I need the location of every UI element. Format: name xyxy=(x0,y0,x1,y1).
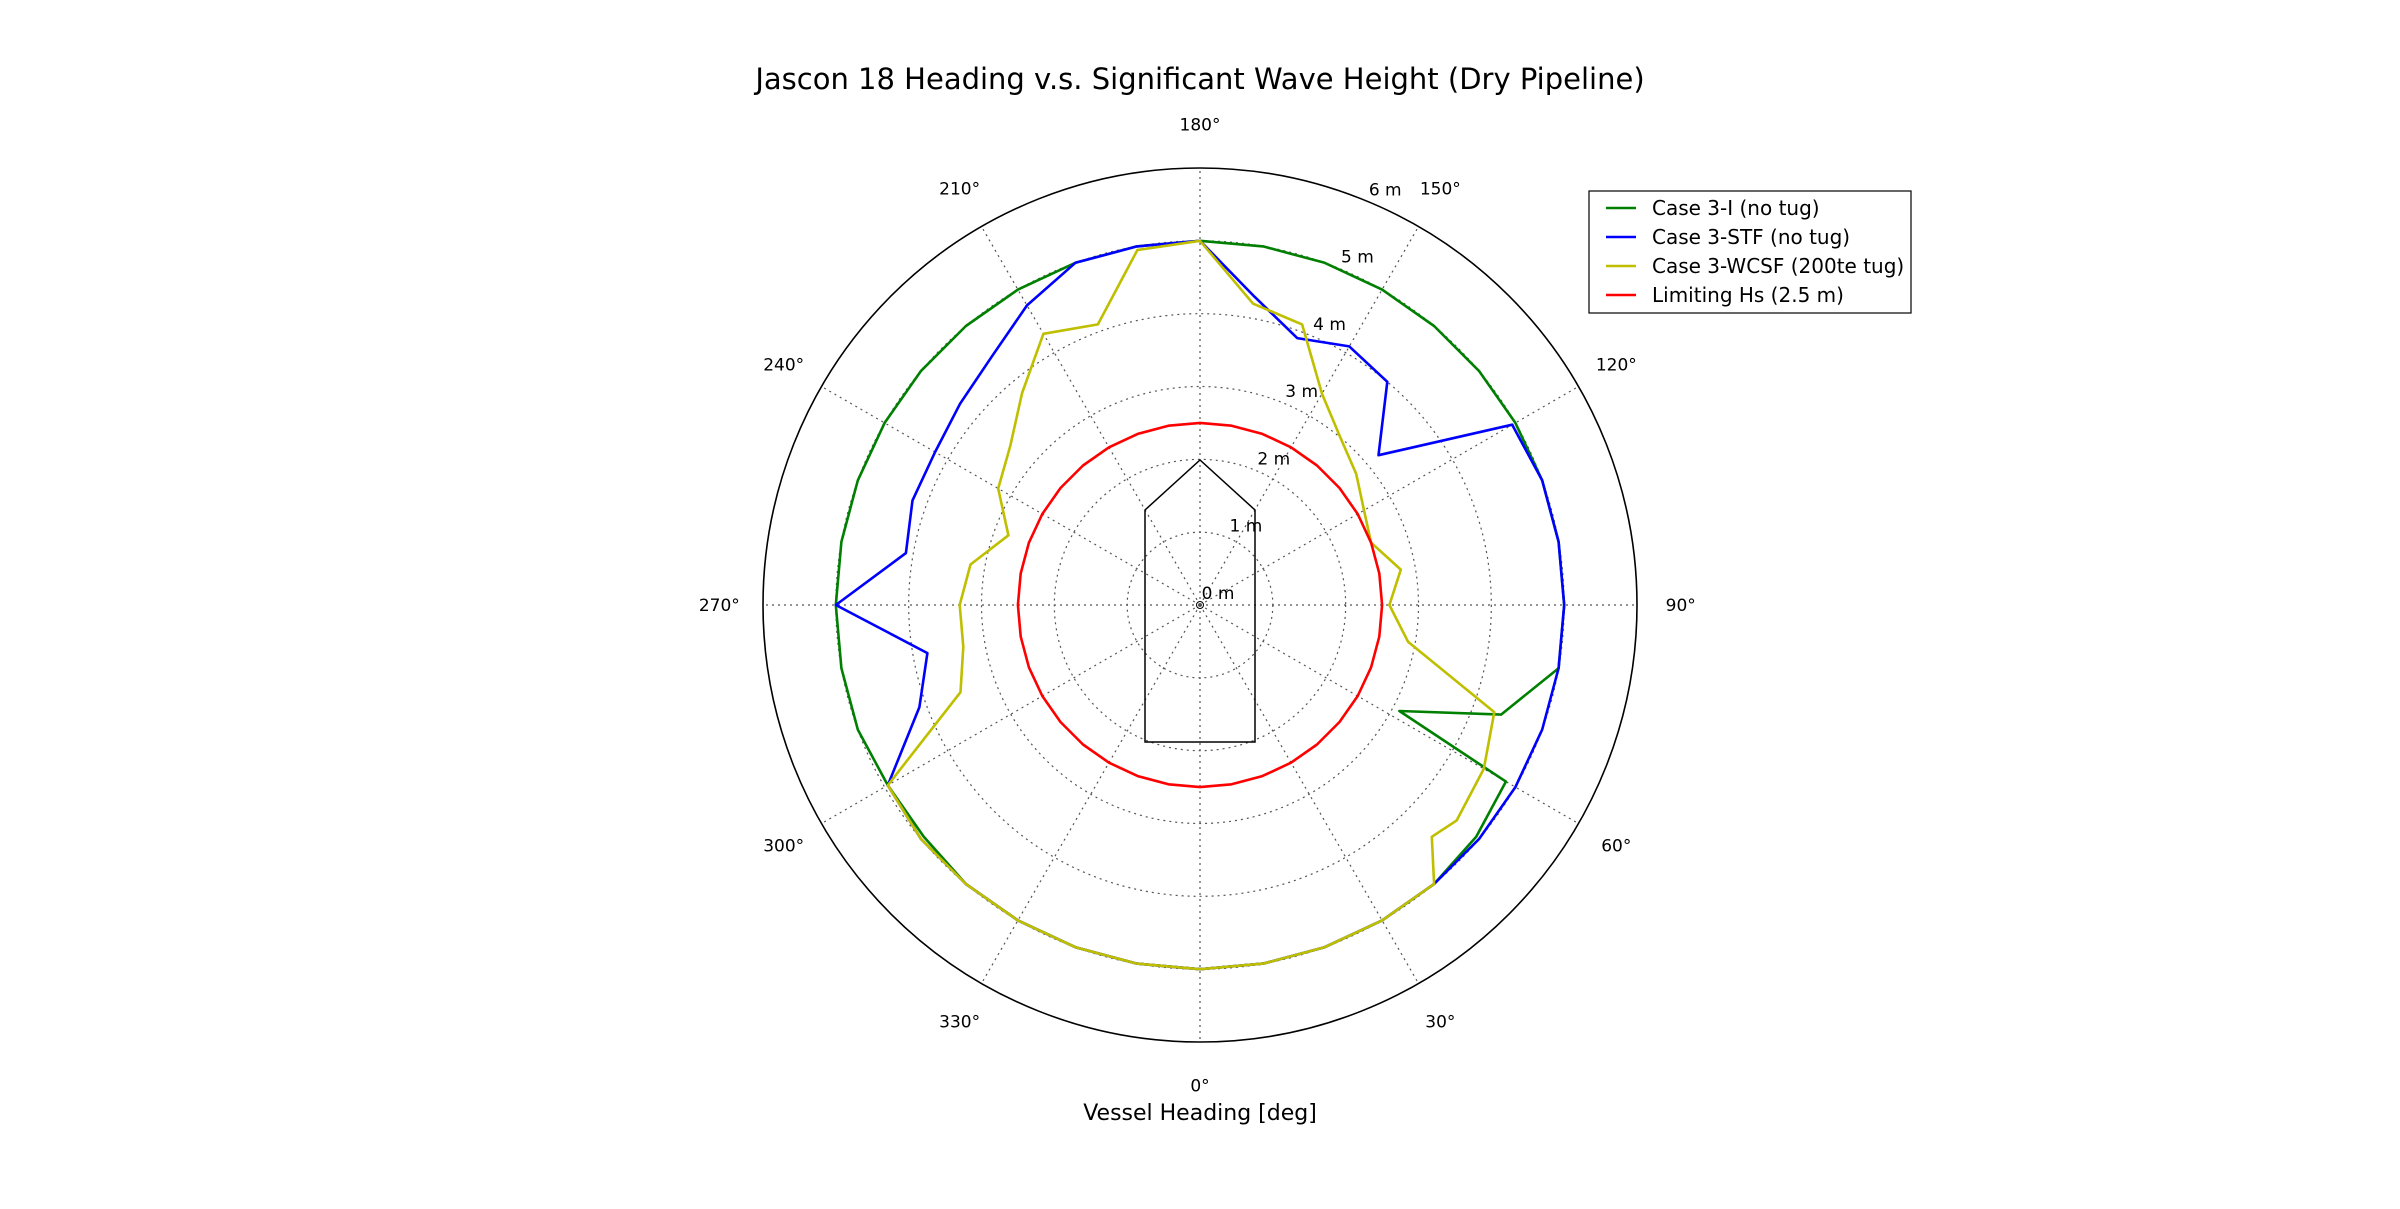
chart-title: Jascon 18 Heading v.s. Significant Wave … xyxy=(753,62,1644,96)
legend-frame xyxy=(1588,190,1912,314)
angle-tick-label-7: 210° xyxy=(939,180,980,200)
series-line-2 xyxy=(886,239,1496,971)
radial-tick-label-1: 1 m xyxy=(1229,517,1262,537)
legend-label-0: Case 3-I (no tug) xyxy=(1652,196,1820,220)
angle-tick-label-9: 270° xyxy=(699,596,740,616)
angular-gridline-4 xyxy=(1199,385,1579,606)
legend-label-3: Limiting Hs (2.5 m) xyxy=(1652,283,1844,307)
radial-tick-label-2: 2 m xyxy=(1257,449,1290,469)
angle-tick-label-8: 240° xyxy=(763,356,804,376)
radial-gridline-4 xyxy=(908,313,1492,897)
angular-gridline-10 xyxy=(821,604,1201,825)
legend-label-1: Case 3-STF (no tug) xyxy=(1652,225,1850,249)
angular-gridline-11 xyxy=(980,604,1201,984)
radial-tick-label-6: 6 m xyxy=(1369,180,1402,200)
radial-tick-label-5: 5 m xyxy=(1341,248,1374,268)
angle-tick-label-5: 150° xyxy=(1420,180,1461,200)
angular-gridline-8 xyxy=(821,385,1201,606)
radial-gridline-3 xyxy=(980,385,1420,825)
series-lines xyxy=(834,239,1566,971)
angle-tick-label-4: 120° xyxy=(1596,356,1637,376)
angle-tick-label-3: 90° xyxy=(1666,596,1696,616)
radial-tick-label-0: 0 m xyxy=(1202,584,1235,604)
angle-tick-labels: 0° 30° 60° 90° 120° 150° 180° 210° 240° 270° 300° 3… xyxy=(699,115,1696,1096)
angle-tick-label-2: 60° xyxy=(1601,836,1631,856)
angle-tick-label-6: 180° xyxy=(1180,115,1221,135)
angular-gridline-7 xyxy=(980,226,1201,606)
series-line-0 xyxy=(834,239,1566,971)
series-line-3 xyxy=(1016,421,1384,789)
angle-tick-label-1: 30° xyxy=(1425,1012,1455,1032)
polar-grid xyxy=(763,168,1637,1042)
angle-tick-label-0: 0° xyxy=(1190,1077,1209,1097)
angular-gridline-1 xyxy=(1199,604,1420,984)
angular-gridline-5 xyxy=(1199,226,1420,606)
polar-origin-marker xyxy=(1196,601,1204,609)
radial-tick-labels: 0 m 1 m 2 m 3 m 4 m 5 m 6 m xyxy=(1202,180,1402,604)
legend-label-2: Case 3-WCSF (200te tug) xyxy=(1652,254,1904,278)
angular-gridline-2 xyxy=(1199,604,1579,825)
legend: Case 3-I (no tug) Case 3-STF (no tug) Case… xyxy=(1588,190,1912,314)
radial-tick-label-4: 4 m xyxy=(1313,315,1346,335)
radial-tick-label-3: 3 m xyxy=(1285,382,1318,402)
angle-tick-label-11: 330° xyxy=(939,1012,980,1032)
x-axis-label: Vessel Heading [deg] xyxy=(1083,1101,1317,1126)
polar-axes-frame xyxy=(762,167,1638,1043)
angle-tick-label-10: 300° xyxy=(763,836,804,856)
vessel-outline-icon xyxy=(1144,458,1256,743)
